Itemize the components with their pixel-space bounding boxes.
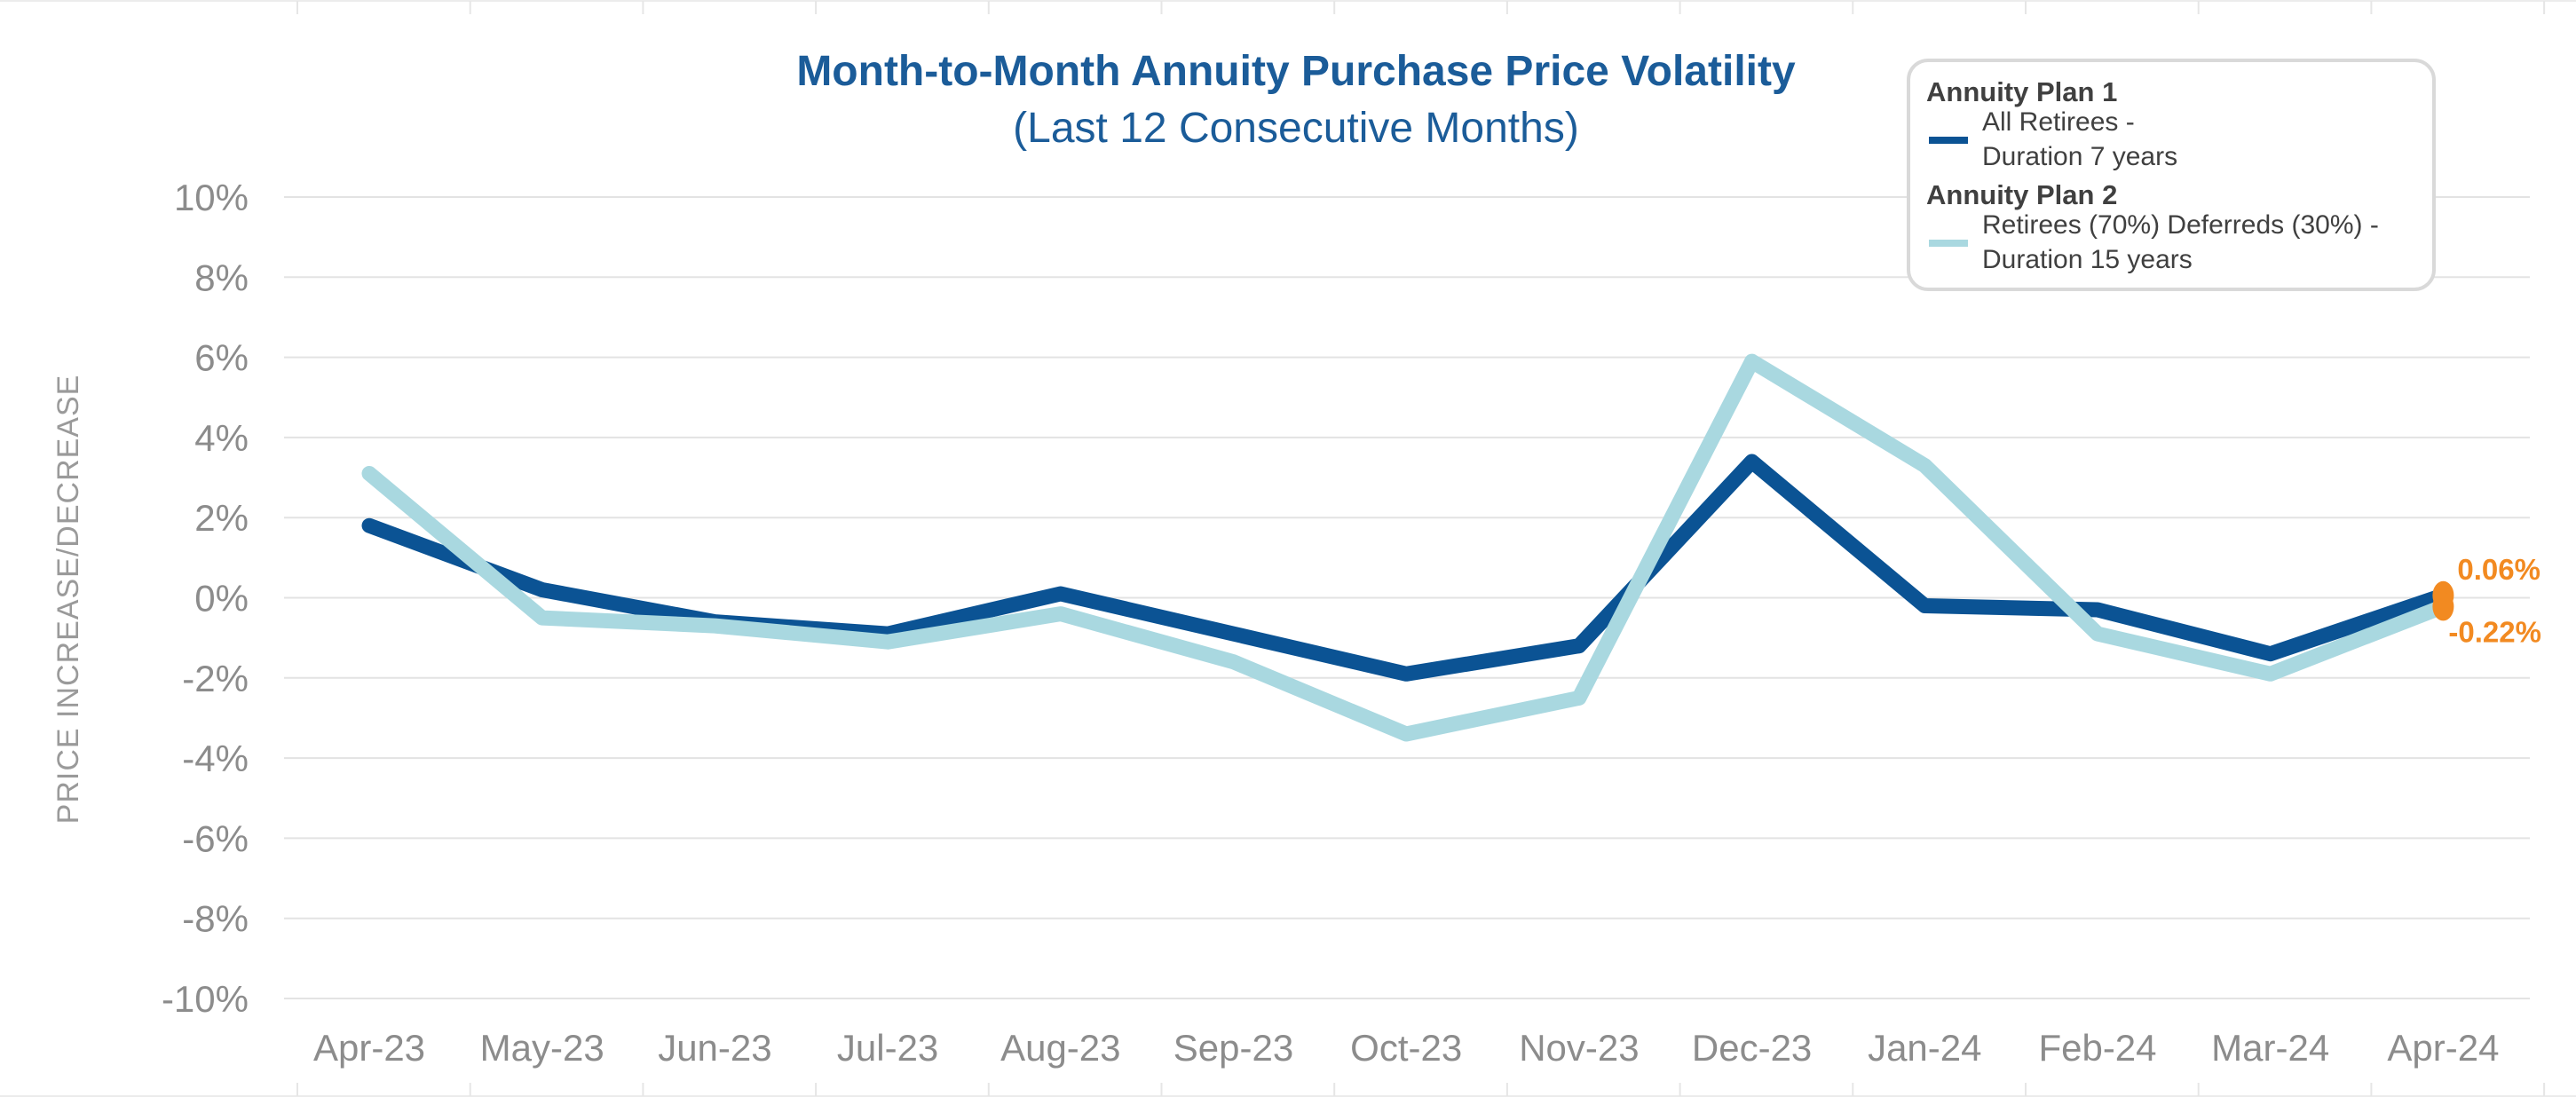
y-tick-label: 6%	[194, 337, 249, 379]
y-tick-label: 0%	[194, 578, 249, 620]
y-tick-label: -6%	[182, 817, 249, 859]
end-labels: 0.06% -0.22%	[2432, 553, 2541, 648]
x-tick-label: Apr-24	[2387, 1027, 2499, 1069]
y-tick-label: -4%	[182, 738, 249, 779]
x-tick-label: May-23	[480, 1027, 604, 1069]
x-tick-label: Aug-23	[1000, 1027, 1120, 1069]
legend-series-1-line2: Duration 7 years	[1982, 142, 2177, 171]
gridlines	[284, 196, 2530, 999]
x-tick-label: Jan-24	[1868, 1027, 1981, 1069]
chart-title: Month-to-Month Annuity Purchase Price Vo…	[796, 48, 1796, 95]
y-tick-label: -8%	[182, 898, 249, 940]
y-tick-label: 8%	[194, 257, 249, 298]
x-tick-label: Dec-23	[1692, 1027, 1812, 1069]
series-lines	[361, 353, 2451, 742]
y-tick-label: 2%	[194, 497, 249, 539]
end-marker-series-2	[2432, 592, 2454, 621]
legend-series-1-name: Annuity Plan 1	[1926, 76, 2117, 107]
y-tick-label: 4%	[194, 417, 249, 459]
chart-subtitle: (Last 12 Consecutive Months)	[1013, 105, 1579, 152]
x-axis-ticks: Apr-23 May-23 Jun-23 Jul-23 Aug-23 Sep-23 Oct-…	[296, 1, 2546, 1096]
x-tick-label: Oct-23	[1350, 1027, 1462, 1069]
x-tick-label: Apr-23	[313, 1027, 425, 1069]
y-axis-ticks: 10% 8% 6% 4% 2% 0% -2% -4% -6% -8% -10%	[162, 177, 249, 1020]
x-tick-label: Sep-23	[1173, 1027, 1293, 1069]
y-tick-label: -2%	[182, 658, 249, 699]
y-axis-label: PRICE INCREASE/DECREASE	[51, 375, 85, 825]
x-tick-label: Nov-23	[1519, 1027, 1639, 1069]
end-value-label-series-2: -0.22%	[2448, 615, 2541, 648]
legend-series-1-line1: All Retirees -	[1982, 107, 2135, 137]
legend: Annuity Plan 1 All Retirees - Duration 7…	[1907, 59, 2436, 291]
end-value-label-series-1: 0.06%	[2457, 553, 2540, 586]
legend-box	[1907, 59, 2436, 291]
x-tick-label: Jun-23	[658, 1027, 771, 1069]
legend-series-2-line1: Retirees (70%) Deferreds (30%) -	[1982, 210, 2379, 240]
x-tick-label: Feb-24	[2038, 1027, 2156, 1069]
y-tick-label: 10%	[174, 177, 249, 218]
x-tick-label: Mar-24	[2211, 1027, 2329, 1069]
x-tick-label: Jul-23	[837, 1027, 938, 1069]
legend-series-2-line2: Duration 15 years	[1982, 245, 2193, 274]
y-tick-label: -10%	[162, 978, 249, 1020]
legend-series-2-name: Annuity Plan 2	[1926, 179, 2117, 210]
